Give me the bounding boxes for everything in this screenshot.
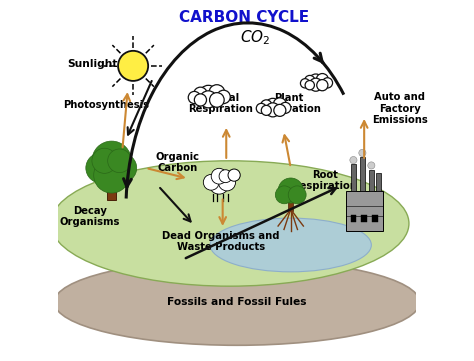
Circle shape: [211, 168, 227, 184]
Circle shape: [261, 105, 271, 116]
Circle shape: [228, 169, 240, 181]
Circle shape: [288, 186, 306, 204]
Circle shape: [92, 148, 117, 173]
Text: Animal
Respiration: Animal Respiration: [189, 93, 253, 114]
Circle shape: [94, 157, 129, 193]
Text: Fossils and Fossil Fules: Fossils and Fossil Fules: [167, 297, 307, 307]
Text: Dead Organisms and
Waste Products: Dead Organisms and Waste Products: [162, 231, 280, 252]
Circle shape: [209, 174, 229, 194]
Circle shape: [217, 90, 230, 104]
Text: Organic
Carbon: Organic Carbon: [156, 152, 200, 173]
Circle shape: [194, 94, 207, 106]
Ellipse shape: [51, 161, 409, 286]
Circle shape: [118, 51, 148, 81]
Bar: [376, 173, 381, 191]
Bar: [369, 170, 374, 191]
Circle shape: [108, 149, 131, 173]
Circle shape: [219, 174, 236, 191]
Bar: [361, 214, 367, 222]
Bar: [107, 177, 116, 200]
Bar: [351, 214, 356, 222]
Circle shape: [368, 162, 375, 169]
Circle shape: [309, 74, 323, 88]
Text: Decay
Organisms: Decay Organisms: [60, 205, 120, 227]
Circle shape: [256, 103, 266, 113]
Circle shape: [203, 174, 219, 190]
Circle shape: [209, 85, 225, 101]
Circle shape: [322, 78, 333, 88]
Circle shape: [200, 91, 217, 108]
Circle shape: [199, 85, 218, 104]
Circle shape: [188, 91, 201, 104]
Text: Auto and
Factory
Emissions: Auto and Factory Emissions: [372, 92, 428, 126]
Text: Root
Respiration: Root Respiration: [292, 170, 357, 191]
Bar: [346, 191, 383, 231]
Text: Photosynthesis: Photosynthesis: [63, 100, 149, 110]
Circle shape: [301, 79, 310, 88]
Circle shape: [273, 98, 286, 111]
Text: $CO_2$: $CO_2$: [240, 28, 270, 47]
Circle shape: [305, 81, 314, 90]
Circle shape: [280, 102, 291, 113]
Bar: [351, 164, 356, 191]
Circle shape: [310, 78, 322, 91]
Circle shape: [274, 104, 286, 116]
Text: Sunlight: Sunlight: [67, 59, 118, 69]
Circle shape: [316, 74, 328, 86]
Circle shape: [92, 141, 131, 180]
Circle shape: [108, 154, 137, 182]
Circle shape: [305, 75, 315, 86]
Text: Plant
Respiration: Plant Respiration: [256, 93, 321, 114]
Circle shape: [278, 178, 303, 203]
Circle shape: [265, 98, 280, 113]
Bar: [360, 157, 365, 191]
Circle shape: [219, 170, 232, 183]
Circle shape: [210, 93, 224, 107]
Circle shape: [359, 149, 366, 157]
Circle shape: [86, 153, 116, 183]
Circle shape: [350, 157, 357, 164]
Circle shape: [317, 79, 328, 91]
Text: CARBON CYCLE: CARBON CYCLE: [179, 10, 309, 25]
Circle shape: [266, 103, 280, 117]
Circle shape: [261, 100, 272, 111]
Circle shape: [194, 87, 207, 101]
Bar: [372, 214, 378, 222]
Circle shape: [275, 186, 293, 204]
Ellipse shape: [210, 218, 371, 272]
Bar: [288, 197, 293, 211]
Ellipse shape: [55, 259, 419, 345]
